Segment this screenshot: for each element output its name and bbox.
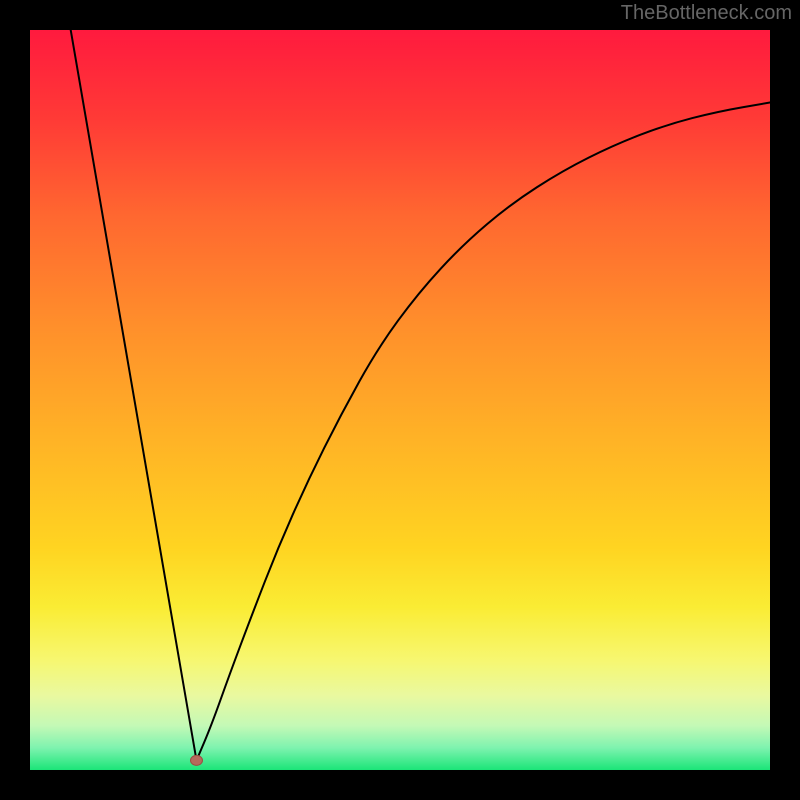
minimum-marker [191, 755, 203, 765]
plot-area [30, 30, 770, 770]
gradient-background [30, 30, 770, 770]
chart-svg [30, 30, 770, 770]
chart-container: TheBottleneck.com [0, 0, 800, 800]
watermark-text: TheBottleneck.com [621, 2, 792, 25]
